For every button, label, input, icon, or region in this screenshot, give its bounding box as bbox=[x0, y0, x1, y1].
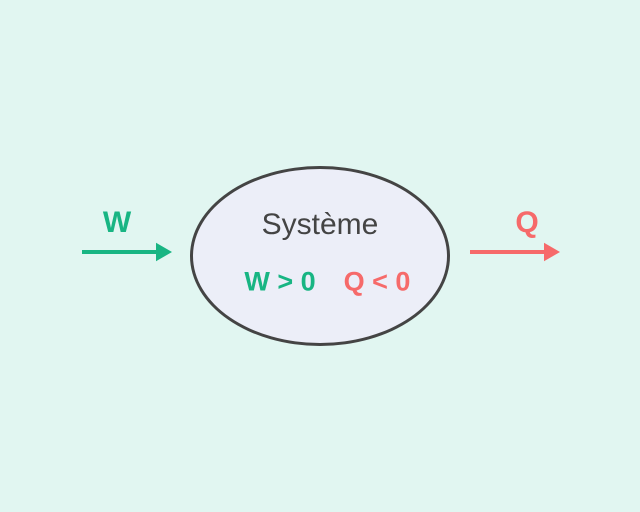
arrow-q-out bbox=[470, 240, 562, 266]
system-label: Système bbox=[262, 208, 379, 242]
w-positive-label: W > 0 bbox=[244, 267, 315, 298]
q-negative-label: Q < 0 bbox=[344, 267, 411, 298]
system-ellipse bbox=[190, 166, 450, 346]
arrow-w-in bbox=[82, 240, 174, 266]
q-outer-label: Q bbox=[515, 206, 538, 240]
w-outer-label: W bbox=[103, 206, 131, 240]
diagram-canvas: Système W > 0 Q < 0 W Q bbox=[0, 0, 640, 512]
